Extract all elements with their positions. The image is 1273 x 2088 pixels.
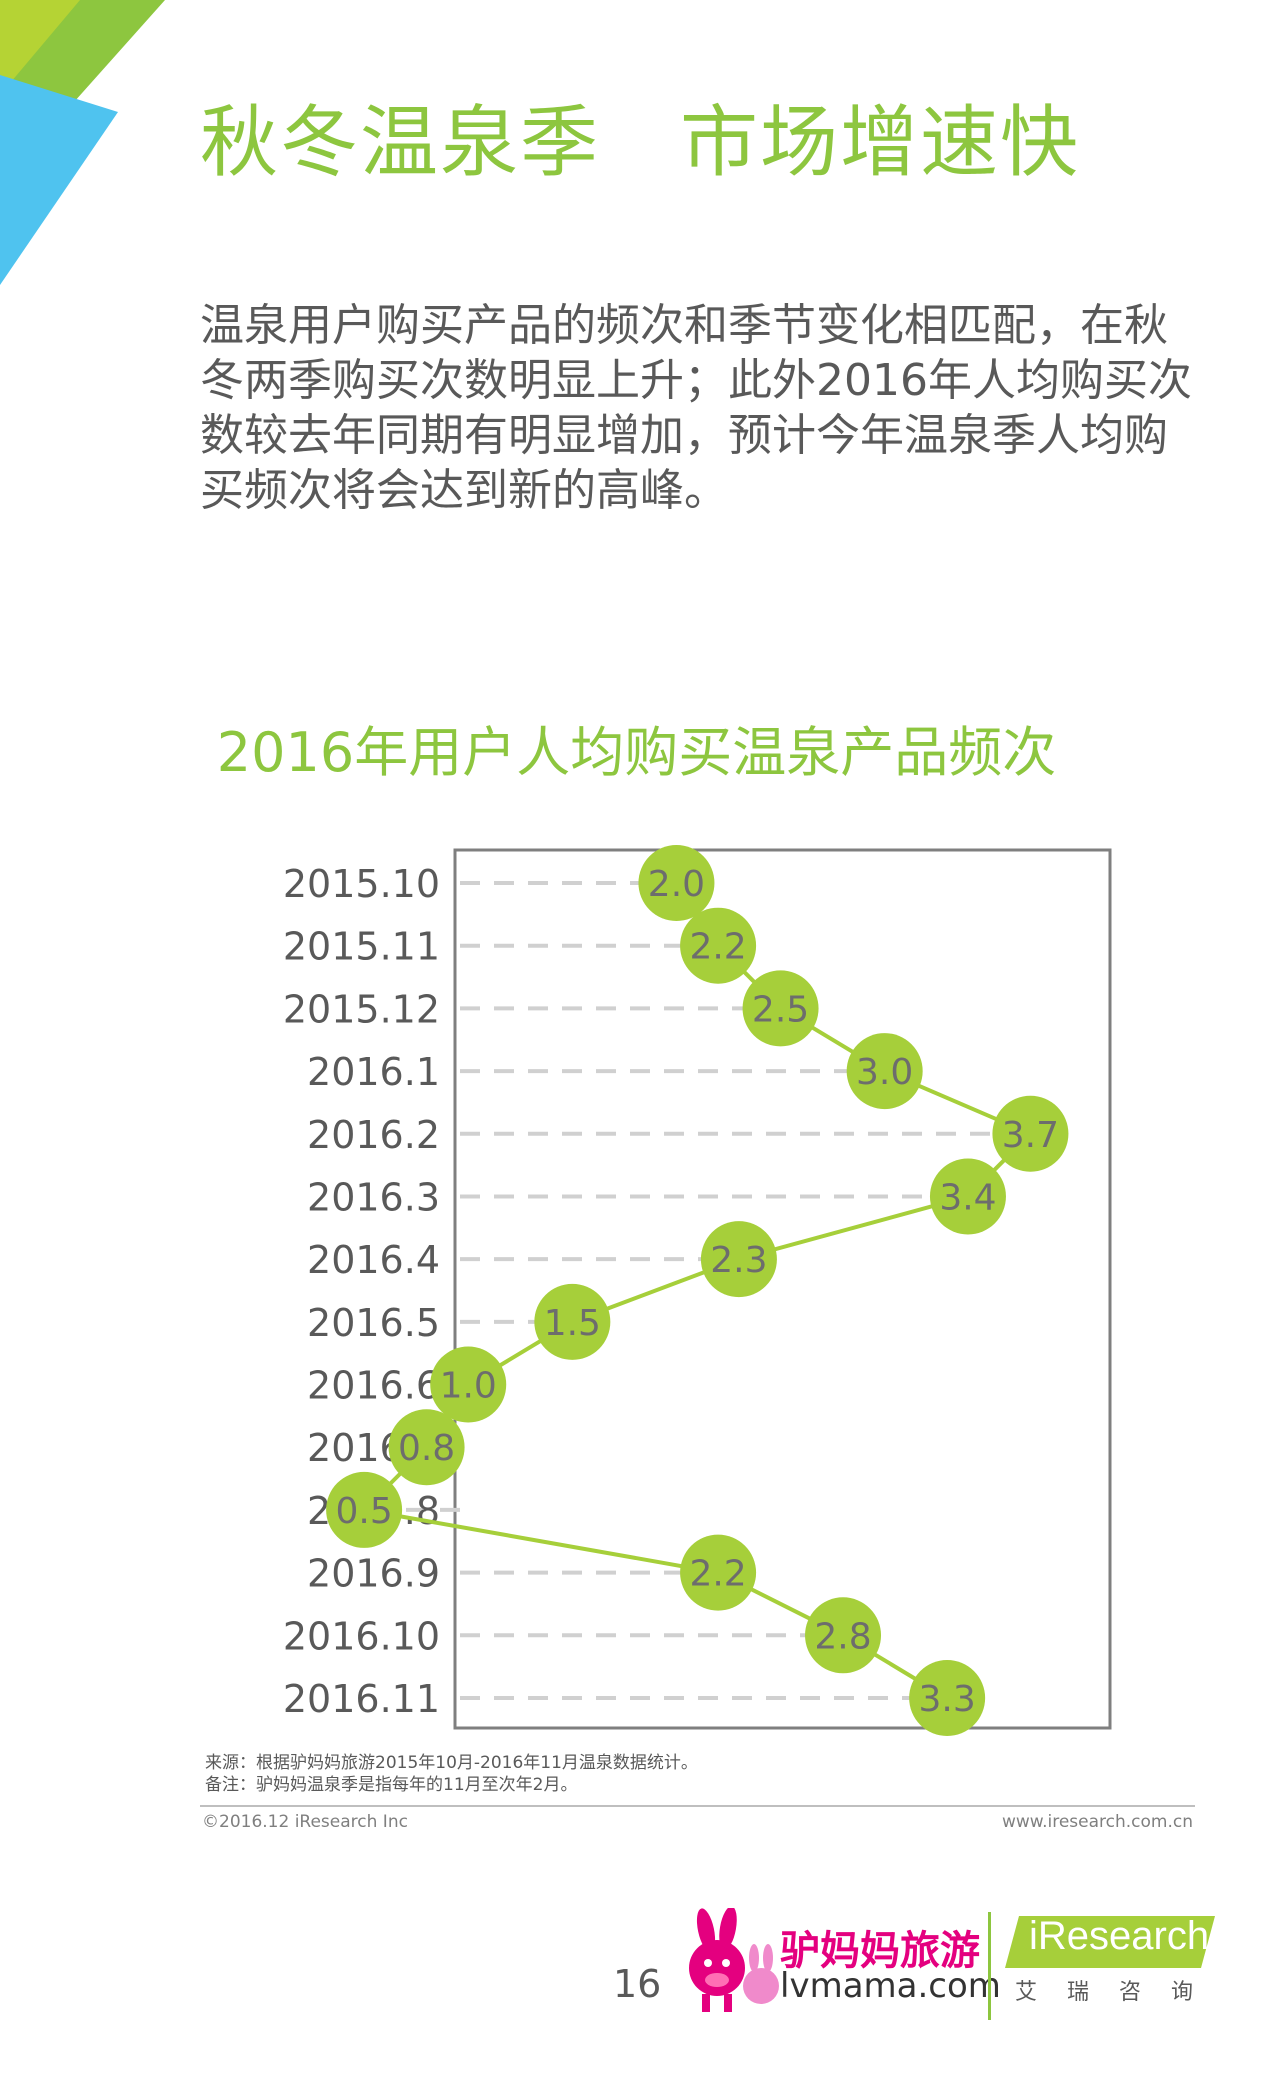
data-label: 0.8: [398, 1428, 455, 1469]
data-point: [680, 907, 757, 984]
plot-frame: [453, 848, 1112, 1730]
category-label: 2016.3: [307, 1175, 440, 1219]
category-label: 2016.10: [283, 1614, 440, 1658]
data-label: 2.2: [689, 927, 746, 968]
source-note: 来源：根据驴妈妈旅游2015年10月-2016年11月温泉数据统计。: [205, 1753, 698, 1773]
category-label: 2015.11: [283, 925, 440, 969]
data-point: [805, 1597, 882, 1674]
remark-note: 备注：驴妈妈温泉季是指每年的11月至次年2月。: [205, 1775, 578, 1795]
data-label: 2.0: [648, 864, 705, 905]
data-label: 3.0: [856, 1052, 913, 1093]
logo-divider: [988, 1912, 991, 2020]
data-label: 0.5: [335, 1491, 392, 1532]
corner-decoration: [0, 0, 165, 285]
data-point: [326, 1471, 403, 1548]
data-label: 2.2: [689, 1554, 746, 1595]
category-label: 2016.5: [307, 1301, 440, 1345]
data-label: 2.3: [710, 1240, 767, 1281]
data-point: [638, 845, 715, 921]
frequency-chart: 2015.10 2015.11 2015.12 2016.1 2016.2 2016.3 2…: [283, 845, 1112, 1736]
data-label: 1.5: [544, 1303, 601, 1344]
iresearch-logo: iResearch 艾瑞咨询: [1005, 1912, 1215, 2022]
donkey-mascot-icon: [689, 1908, 779, 2012]
lvmama-domain: lvmama.com: [780, 1966, 1001, 2006]
copyright: ©2016.12 iResearch Inc: [202, 1812, 408, 1832]
data-point: [680, 1534, 757, 1611]
footer-divider: [200, 1805, 1195, 1807]
category-label: 2016.4: [307, 1238, 440, 1282]
iresearch-wordmark: iResearch: [1029, 1914, 1210, 1958]
page-number: 16: [613, 1962, 662, 2006]
data-label: 2.5: [752, 989, 809, 1030]
data-point: [388, 1409, 465, 1486]
iresearch-badge-icon: [1005, 1916, 1215, 1968]
data-label: 3.3: [919, 1679, 976, 1720]
lvmama-logo: 驴妈妈旅游 lvmama.com: [672, 1908, 1001, 2018]
data-point: [700, 1221, 777, 1298]
data-point: [846, 1033, 923, 1110]
category-label: 2015.10: [283, 862, 440, 906]
data-label: 3.4: [939, 1177, 996, 1218]
data-point: [909, 1660, 986, 1736]
category-label: 2016.1: [307, 1050, 440, 1094]
chart-notes: 来源：根据驴妈妈旅游2015年10月-2016年11月温泉数据统计。 备注：驴妈…: [205, 1752, 698, 1796]
lvmama-name: 驴妈妈旅游: [780, 1928, 980, 1974]
data-point: [430, 1346, 507, 1423]
data-point: [929, 1158, 1006, 1235]
chart-title: 2016年用户人均购买温泉产品频次: [216, 721, 1057, 784]
data-label: 1.0: [440, 1366, 497, 1407]
data-point: [742, 970, 819, 1047]
website-url: www.iresearch.com.cn: [1001, 1812, 1193, 1832]
data-label: 2.8: [814, 1616, 871, 1657]
data-label: 3.7: [1002, 1115, 1059, 1156]
category-label: 2016.6: [307, 1364, 440, 1408]
data-point: [992, 1095, 1069, 1172]
iresearch-chinese-name: 艾瑞咨询: [1015, 1980, 1224, 2005]
category-label: 2016.11: [283, 1677, 440, 1721]
data-point: [534, 1283, 611, 1360]
intro-paragraph: 温泉用户购买产品的频次和季节变化相匹配，在秋冬两季购买次数明显上升；此外2016…: [200, 300, 1192, 516]
category-label: 2016.9: [307, 1552, 440, 1596]
category-label: 2016.2: [307, 1113, 440, 1157]
page-title: 秋冬温泉季 市场增速快: [200, 98, 1081, 188]
category-label: 2015.12: [283, 987, 440, 1031]
